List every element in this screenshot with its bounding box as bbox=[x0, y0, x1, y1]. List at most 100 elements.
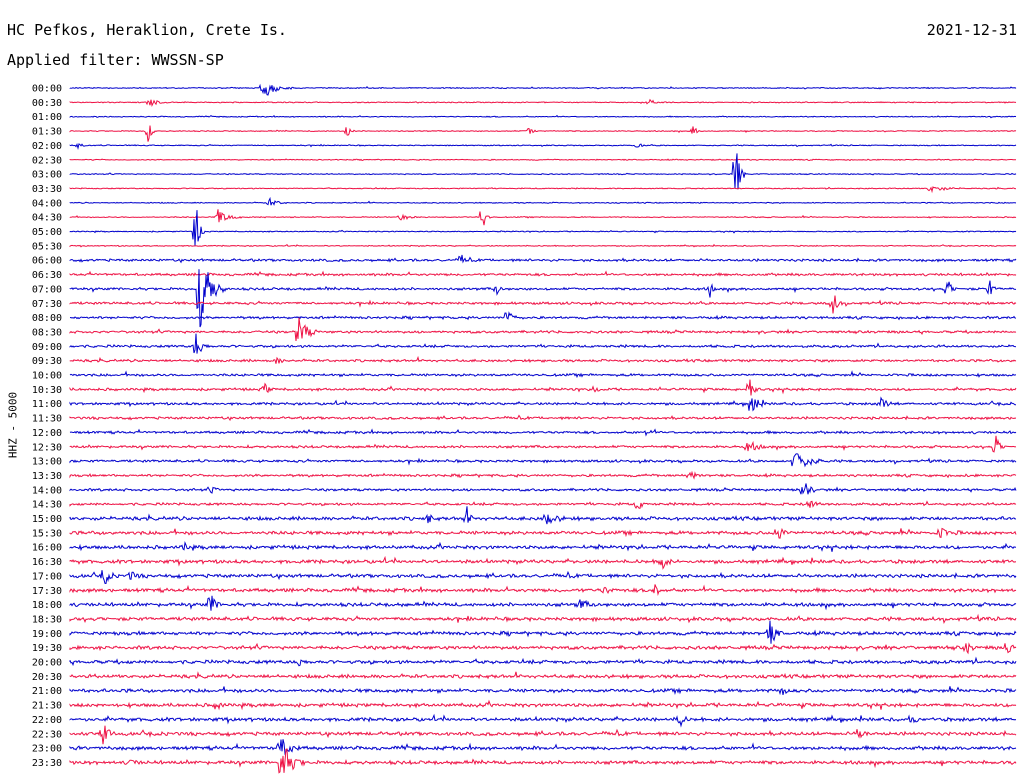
time-label: 18:00 bbox=[32, 600, 62, 611]
seismic-trace bbox=[69, 396, 1016, 412]
seismic-trace bbox=[69, 671, 1017, 680]
time-label: 20:00 bbox=[32, 658, 62, 669]
time-label: 02:30 bbox=[32, 155, 62, 166]
seismic-trace bbox=[69, 739, 1017, 756]
seismic-trace bbox=[69, 506, 1017, 525]
time-label: 17:00 bbox=[32, 571, 62, 582]
seismic-trace bbox=[69, 355, 1017, 364]
time-label: 04:00 bbox=[32, 198, 62, 209]
seismic-trace bbox=[69, 699, 1017, 711]
seismic-trace bbox=[69, 686, 1017, 696]
seismic-trace bbox=[69, 269, 1017, 328]
time-label: 01:00 bbox=[32, 112, 62, 123]
time-label: 07:00 bbox=[32, 284, 62, 295]
seismic-trace bbox=[69, 428, 1017, 437]
seismic-trace bbox=[69, 142, 1017, 150]
seismic-trace bbox=[69, 570, 1017, 585]
seismic-trace bbox=[69, 98, 1017, 107]
seismic-trace bbox=[69, 527, 1017, 539]
seismic-trace bbox=[69, 370, 1016, 379]
time-label: 11:30 bbox=[32, 414, 62, 425]
time-label: 19:30 bbox=[32, 643, 62, 654]
time-label: 05:30 bbox=[32, 241, 62, 252]
time-label: 08:00 bbox=[32, 313, 62, 324]
time-label: 15:00 bbox=[32, 514, 62, 525]
time-label: 22:30 bbox=[32, 729, 62, 740]
time-label: 12:00 bbox=[32, 428, 62, 439]
time-label: 22:00 bbox=[32, 715, 62, 726]
seismic-trace bbox=[69, 254, 1017, 264]
seismic-trace bbox=[69, 725, 1017, 745]
time-label: 04:30 bbox=[32, 213, 62, 224]
seismic-trace bbox=[69, 196, 1017, 206]
seismic-trace bbox=[69, 186, 1017, 194]
seismic-trace bbox=[69, 642, 1017, 655]
time-label: 20:30 bbox=[32, 672, 62, 683]
seismic-trace bbox=[69, 209, 1017, 226]
seismic-trace bbox=[69, 713, 1017, 728]
time-label: 00:00 bbox=[32, 84, 62, 95]
time-label: 16:30 bbox=[32, 557, 62, 568]
time-label: 12:30 bbox=[32, 442, 62, 453]
time-label: 09:30 bbox=[32, 356, 62, 367]
filter-label: Applied filter: WWSSN-SP bbox=[7, 51, 224, 69]
time-label: 14:30 bbox=[32, 500, 62, 511]
seismic-trace bbox=[69, 83, 1017, 96]
seismic-trace bbox=[69, 414, 1017, 422]
seismic-trace bbox=[69, 483, 1017, 495]
time-label: 10:30 bbox=[32, 385, 62, 396]
time-label: 17:30 bbox=[32, 586, 62, 597]
time-label: 23:30 bbox=[32, 758, 62, 769]
time-label: 14:00 bbox=[32, 485, 62, 496]
time-label: 13:30 bbox=[32, 471, 62, 482]
time-label: 03:30 bbox=[32, 184, 62, 195]
seismic-trace bbox=[69, 453, 1017, 468]
seismic-trace bbox=[69, 153, 1017, 190]
time-label: 00:30 bbox=[32, 98, 62, 109]
time-label: 10:00 bbox=[32, 371, 62, 382]
time-label: 01:30 bbox=[32, 127, 62, 138]
seismic-trace bbox=[69, 243, 1017, 248]
time-label: 21:00 bbox=[32, 686, 62, 697]
seismic-trace bbox=[69, 595, 1017, 611]
time-label: 16:00 bbox=[32, 543, 62, 554]
time-label: 23:00 bbox=[32, 744, 62, 755]
time-label: 03:00 bbox=[32, 170, 62, 181]
time-label: 08:30 bbox=[32, 327, 62, 338]
station-title: HC Pefkos, Heraklion, Crete Is. bbox=[7, 21, 287, 39]
time-label: 07:30 bbox=[32, 299, 62, 310]
seismic-trace bbox=[69, 500, 1017, 509]
seismic-trace bbox=[69, 158, 1017, 162]
seismic-trace bbox=[69, 210, 1017, 246]
seismic-trace bbox=[69, 311, 1017, 321]
time-label: 02:00 bbox=[32, 141, 62, 152]
time-label: 05:00 bbox=[32, 227, 62, 238]
seismic-trace bbox=[69, 748, 1017, 774]
time-label: 21:30 bbox=[32, 701, 62, 712]
seismic-trace bbox=[69, 540, 1017, 552]
seismic-trace bbox=[69, 114, 1017, 119]
time-label: 09:00 bbox=[32, 342, 62, 353]
time-label: 15:30 bbox=[32, 528, 62, 539]
seismic-trace bbox=[69, 295, 1017, 314]
seismic-trace bbox=[69, 317, 1017, 341]
time-label: 06:30 bbox=[32, 270, 62, 281]
seismic-trace bbox=[69, 470, 1017, 480]
date-label: 2021-12-31 bbox=[926, 21, 1017, 39]
time-label: 13:00 bbox=[32, 457, 62, 468]
time-label: 11:00 bbox=[32, 399, 62, 410]
seismic-trace bbox=[69, 584, 1017, 596]
seismic-trace bbox=[69, 435, 1017, 453]
time-label: 06:00 bbox=[32, 256, 62, 267]
seismic-trace bbox=[69, 656, 1017, 667]
time-label: 19:00 bbox=[32, 629, 62, 640]
seismic-trace bbox=[69, 379, 1017, 396]
time-label: 18:30 bbox=[32, 614, 62, 625]
seismic-trace bbox=[69, 613, 1017, 625]
seismic-trace bbox=[69, 333, 1017, 354]
seismic-trace bbox=[69, 125, 1017, 142]
seismic-trace bbox=[69, 620, 1017, 644]
seismic-trace bbox=[69, 270, 1017, 277]
